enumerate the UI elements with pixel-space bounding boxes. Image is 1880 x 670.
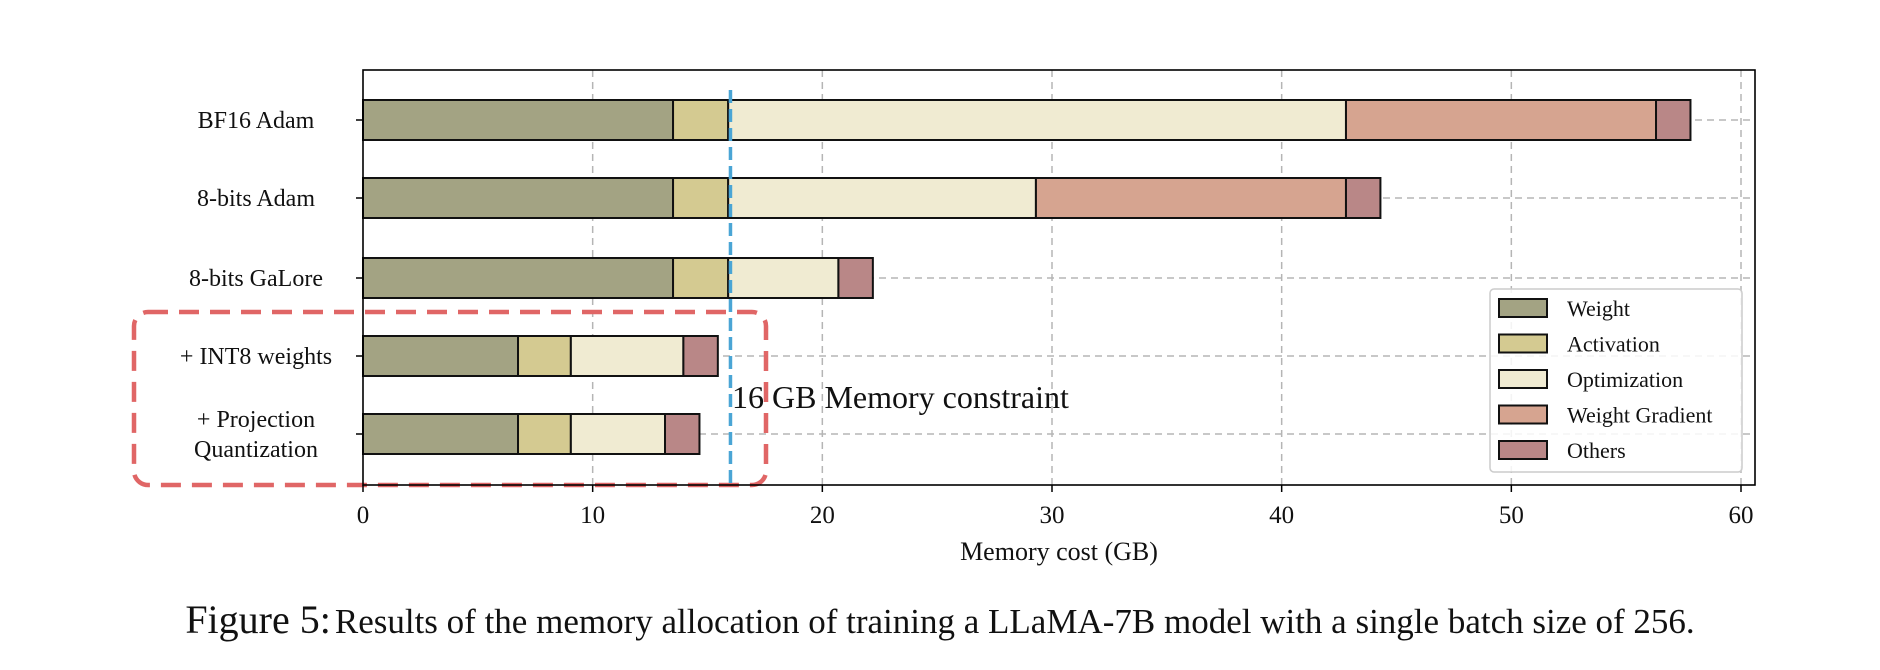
legend-label: Activation (1567, 332, 1660, 357)
figure-caption: Figure 5: Results of the memory allocati… (0, 596, 1880, 643)
legend-frame (1489, 288, 1743, 473)
x-tick-label: 40 (1269, 502, 1294, 529)
bar-segment (517, 335, 572, 377)
y-tick-label: 8-bits Adam (197, 186, 315, 212)
caption-text: Results of the memory allocation of trai… (334, 602, 1695, 641)
x-tick-label: 10 (580, 502, 605, 529)
legend-label: Others (1567, 438, 1626, 463)
bar-segment (362, 257, 675, 299)
x-tick-label: 30 (1040, 502, 1065, 529)
y-tick-label: + INT8 weights (180, 344, 332, 370)
memory-cost-chart: 16 GB Memory constraint 0 10 20 30 40 50 60 BF… (131, 69, 1756, 566)
bar-segment (362, 177, 675, 219)
bar-segment (362, 335, 520, 377)
y-tick-label-line: 8-bits Adam (197, 186, 315, 212)
bar-segment (837, 257, 874, 299)
bar-segment (672, 177, 730, 219)
legend-swatch (1498, 333, 1548, 354)
bar-segment (1344, 99, 1658, 141)
legend-label: Weight Gradient (1567, 403, 1712, 428)
y-tick-label: BF16 Adam (198, 108, 315, 134)
bar-segment (672, 257, 730, 299)
bar-segment (517, 413, 572, 455)
caption-label: Figure 5: (185, 597, 331, 642)
bar-segment (672, 99, 730, 141)
legend-label: Weight (1567, 296, 1630, 321)
x-tick-label: 0 (357, 502, 370, 529)
legend: Weight Activation Optimization Weight Gradi… (1489, 288, 1743, 473)
legend-swatch (1498, 440, 1548, 460)
bar-segment (727, 257, 840, 299)
y-tick-label-line: + Projection (197, 407, 315, 433)
memory-constraint-line: 16 GB Memory constraint (728, 90, 1069, 485)
bar-segment (569, 413, 667, 455)
y-tick-label: + Projection Quantization (194, 407, 318, 463)
bar-segment (1655, 99, 1692, 141)
bar-segment (362, 413, 520, 455)
bar-segment (727, 99, 1347, 141)
legend-label: Optimization (1567, 367, 1683, 392)
bar-segment (1344, 177, 1382, 219)
y-tick-label: 8-bits GaLore (189, 266, 323, 292)
memory-constraint-label: 16 GB Memory constraint (732, 379, 1069, 415)
legend-swatch (1498, 298, 1548, 318)
bar-segment (682, 335, 719, 377)
bar-segment (569, 335, 685, 377)
legend-swatch (1498, 404, 1548, 425)
y-tick-label-line: Quantization (194, 437, 318, 463)
bar-segment (664, 413, 701, 455)
y-tick-label-line: + INT8 weights (180, 344, 332, 370)
bar-segment (727, 177, 1037, 219)
y-axis: BF16 Adam 8-bits Adam 8-bits GaLore + INT8 … (180, 108, 363, 463)
x-tick-label: 60 (1729, 502, 1754, 529)
y-tick-label-line: 8-bits GaLore (189, 266, 323, 292)
y-tick-label-line: BF16 Adam (198, 108, 315, 134)
x-axis: 0 10 20 30 40 50 60 (357, 485, 1754, 529)
x-tick-label: 50 (1499, 502, 1524, 529)
bar-segment (362, 99, 675, 141)
legend-swatch (1498, 369, 1548, 389)
x-tick-label: 20 (810, 502, 835, 529)
bar-segment (1034, 177, 1347, 219)
x-axis-label: Memory cost (GB) (960, 537, 1158, 566)
